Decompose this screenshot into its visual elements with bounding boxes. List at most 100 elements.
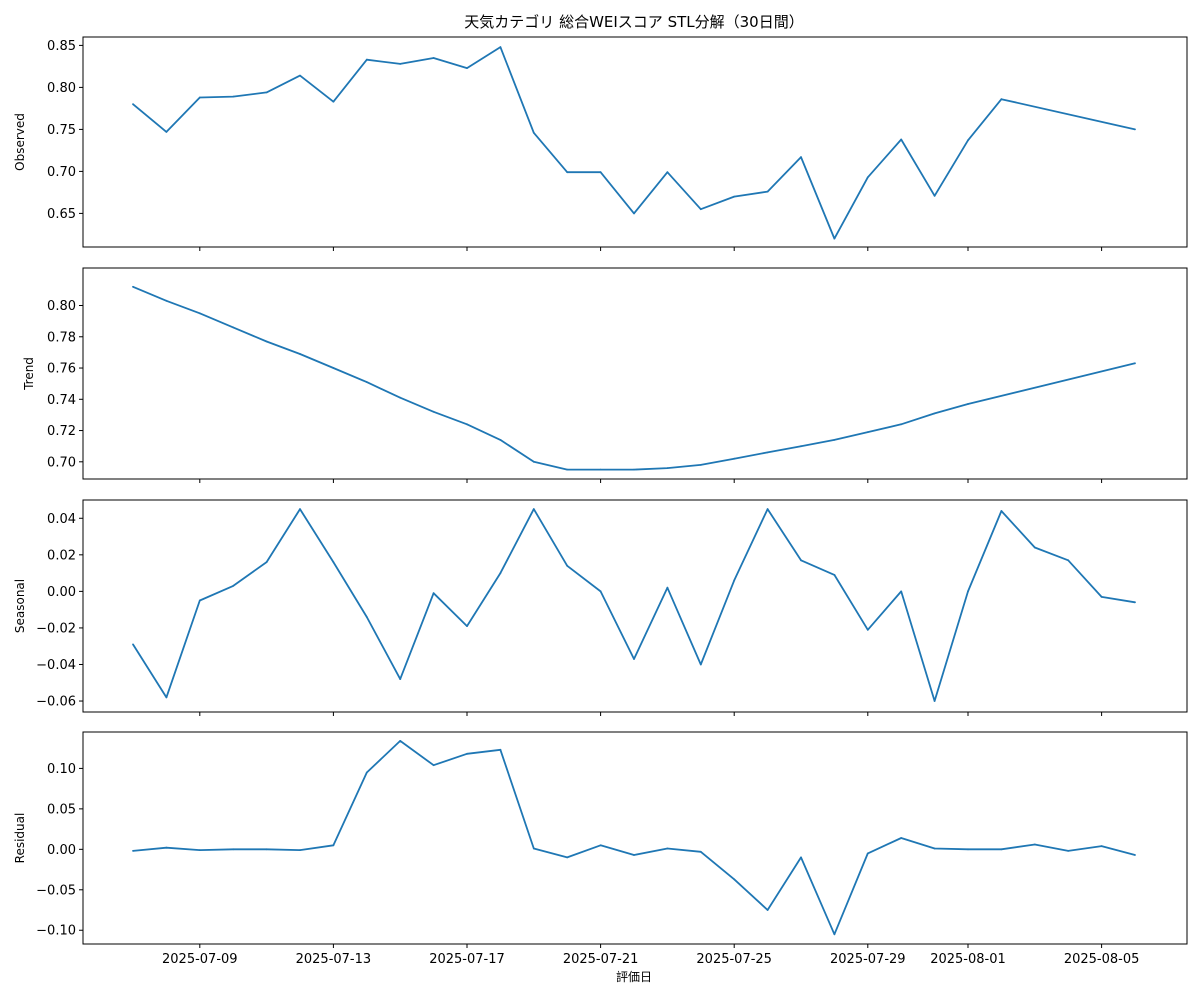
y-tick-label: 0.80 — [47, 299, 76, 314]
y-axis-label: Seasonal — [13, 579, 27, 633]
data-point — [399, 63, 402, 65]
x-tick-label: 2025-08-05 — [1064, 952, 1140, 967]
data-point — [833, 439, 836, 441]
data-point — [466, 625, 468, 627]
data-point — [800, 856, 802, 859]
axes-frame — [82, 499, 1188, 713]
y-tick-label: 0.78 — [47, 330, 76, 345]
y-tick-label: 0.85 — [47, 39, 76, 54]
data-point — [132, 850, 134, 852]
data-point — [132, 643, 134, 646]
data-point — [967, 403, 969, 405]
data-point — [1134, 601, 1136, 604]
data-point — [733, 195, 736, 198]
data-point — [1134, 128, 1136, 131]
data-point — [967, 590, 969, 593]
y-tick-label: 0.70 — [47, 455, 76, 470]
y-tick-label: 0.80 — [47, 81, 76, 96]
y-tick-label: 0.05 — [47, 802, 76, 817]
data-point — [566, 856, 569, 859]
data-point — [299, 353, 301, 355]
data-point — [599, 844, 602, 847]
y-tick-label: 0.75 — [47, 123, 76, 138]
data-point — [766, 451, 769, 454]
y-tick-label: 0.74 — [47, 393, 76, 408]
data-point — [1000, 98, 1003, 101]
data-point — [933, 700, 936, 702]
data-point — [833, 574, 836, 576]
data-point — [699, 208, 702, 211]
data-point — [699, 663, 702, 666]
data-point — [599, 468, 602, 471]
data-point — [933, 847, 936, 850]
data-point — [633, 468, 635, 471]
data-point — [532, 508, 535, 510]
y-tick-label: −0.02 — [36, 621, 76, 636]
data-point — [900, 138, 903, 141]
data-point — [466, 67, 468, 69]
data-point — [132, 103, 134, 106]
x-tick-label: 2025-07-29 — [830, 952, 906, 967]
data-point — [299, 508, 301, 510]
data-point — [833, 237, 836, 240]
data-point — [365, 616, 368, 618]
data-point — [666, 847, 669, 850]
data-point — [733, 579, 736, 582]
data-point — [566, 564, 569, 567]
data-point — [800, 156, 802, 159]
data-point — [198, 849, 201, 851]
data-point — [499, 439, 502, 441]
data-point — [766, 190, 769, 193]
data-point — [265, 340, 268, 343]
data-point — [165, 131, 168, 133]
data-point — [866, 852, 869, 855]
data-point — [332, 367, 335, 369]
data-point — [900, 837, 903, 839]
data-point — [365, 381, 368, 383]
data-point — [1067, 850, 1070, 852]
data-point — [232, 326, 235, 329]
axes-frame — [82, 36, 1188, 248]
data-point — [599, 171, 602, 174]
data-point — [900, 423, 903, 426]
data-point — [766, 909, 769, 911]
data-point — [1100, 596, 1103, 598]
figure-title: 天気カテゴリ 総合WEIスコア STL分解（30日間） — [464, 13, 803, 31]
axes-frame — [82, 267, 1188, 480]
data-point — [532, 847, 535, 850]
data-point — [766, 508, 769, 510]
data-point — [666, 467, 669, 469]
data-point — [866, 431, 869, 433]
data-point — [499, 572, 502, 574]
series-line-trend — [132, 285, 1136, 471]
y-tick-label: 0.02 — [47, 548, 76, 563]
data-point — [432, 592, 435, 595]
data-point — [399, 396, 402, 399]
data-point — [1134, 854, 1136, 856]
y-axis-label: Residual — [13, 813, 27, 864]
data-point — [866, 176, 869, 179]
x-tick-label: 2025-07-09 — [162, 952, 238, 967]
subplot-trend: 0.70 0.72 0.74 0.76 0.78 0.80 Trend — [22, 267, 1188, 483]
x-tick-label: 2025-07-25 — [696, 952, 772, 967]
data-point — [633, 658, 635, 660]
data-point — [332, 100, 335, 103]
data-point — [432, 57, 435, 59]
data-point — [299, 74, 301, 77]
data-point — [933, 194, 936, 197]
data-point — [232, 585, 235, 587]
data-point — [800, 445, 802, 448]
data-point — [1100, 845, 1103, 847]
data-point — [198, 599, 201, 602]
data-point — [499, 748, 502, 751]
data-point — [466, 752, 468, 755]
series-line-residual — [132, 740, 1136, 936]
data-point — [198, 312, 201, 315]
data-point — [499, 46, 502, 48]
data-point — [532, 131, 535, 134]
data-point — [132, 285, 134, 288]
data-point — [666, 586, 669, 589]
data-point — [165, 846, 168, 849]
data-point — [299, 849, 301, 851]
